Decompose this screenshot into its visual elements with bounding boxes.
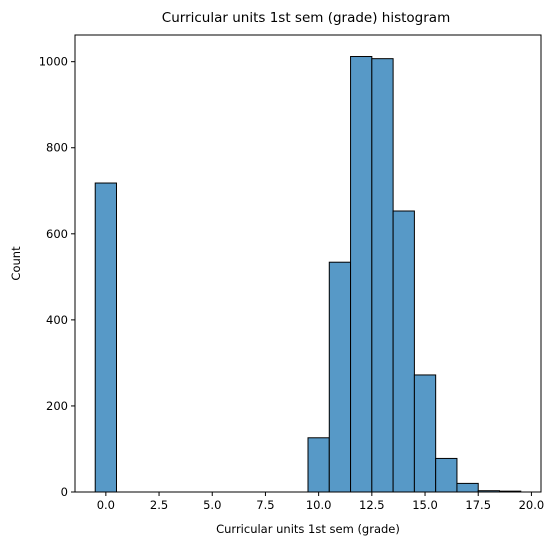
histogram-bar [328, 261, 352, 493]
x-tick-label: 5.0 [203, 498, 221, 512]
bars-group [94, 56, 522, 493]
x-axis-ticks: 0.0 2.5 5.0 7.5 10.0 12.5 15.0 17.5 20.0 [97, 492, 545, 512]
x-tick-label: 7.5 [256, 498, 274, 512]
plot-frame [74, 34, 542, 493]
histogram-bar [413, 374, 437, 493]
histogram-bar [456, 482, 479, 493]
chart-title: Curricular units 1st sem (grade) histogr… [162, 10, 450, 26]
y-tick-label: 200 [46, 399, 68, 413]
y-axis-label: Count [9, 246, 23, 281]
y-axis-ticks: 0 200 400 600 800 1000 [39, 55, 75, 499]
x-tick-label: 10.0 [306, 498, 332, 512]
histogram-bar [435, 457, 458, 493]
x-tick-label: 20.0 [519, 498, 545, 512]
x-tick-label: 15.0 [412, 498, 438, 512]
x-axis-label: Curricular units 1st sem (grade) [216, 522, 400, 536]
y-tick-label: 600 [46, 227, 68, 241]
y-tick-label: 400 [46, 313, 68, 327]
x-tick-label: 17.5 [465, 498, 491, 512]
y-tick-label: 1000 [39, 55, 68, 69]
histogram-bar [371, 58, 394, 493]
histogram-bar [307, 437, 330, 493]
x-tick-label: 2.5 [150, 498, 168, 512]
x-tick-label: 0.0 [97, 498, 115, 512]
histogram-bar [392, 210, 415, 493]
histogram-bar [94, 182, 117, 493]
histogram-bar [350, 56, 373, 493]
x-tick-label: 12.5 [359, 498, 385, 512]
y-tick-label: 800 [46, 141, 68, 155]
y-tick-label: 0 [61, 485, 68, 499]
